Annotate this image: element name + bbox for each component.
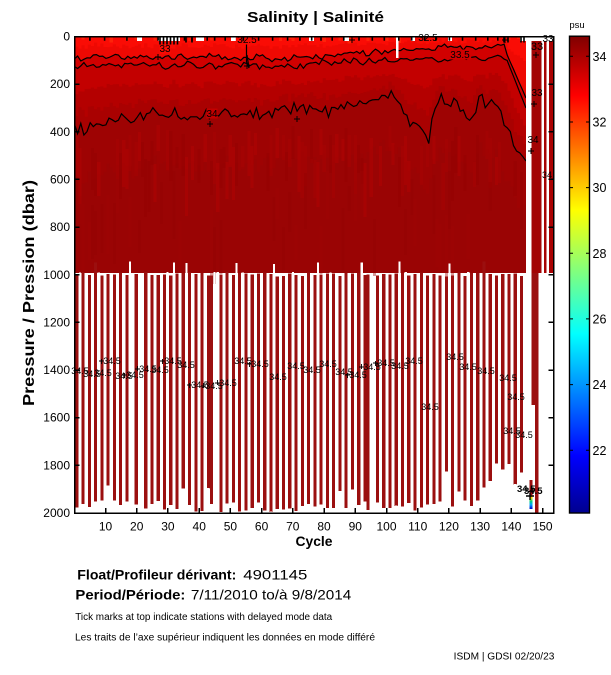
svg-text:80: 80 xyxy=(317,520,331,534)
svg-text:Float/Profileur dérivant:: Float/Profileur dérivant: xyxy=(77,567,236,583)
svg-text:33: 33 xyxy=(531,88,543,99)
svg-text:70: 70 xyxy=(286,520,300,534)
svg-text:1000: 1000 xyxy=(43,268,70,282)
svg-text:34.5: 34.5 xyxy=(477,366,495,376)
svg-text:34: 34 xyxy=(542,170,552,180)
svg-text:ISDM | GDSI 02/20/23: ISDM | GDSI 02/20/23 xyxy=(454,652,555,663)
svg-text:30: 30 xyxy=(593,181,607,195)
svg-text:0: 0 xyxy=(63,30,70,44)
svg-text:34.5: 34.5 xyxy=(251,359,269,369)
svg-text:34.5: 34.5 xyxy=(507,392,525,402)
svg-text:34.5: 34.5 xyxy=(234,356,252,366)
svg-text:34.5: 34.5 xyxy=(83,369,101,379)
svg-text:34.5: 34.5 xyxy=(303,365,321,375)
svg-text:10: 10 xyxy=(99,520,113,534)
svg-text:2000: 2000 xyxy=(43,506,70,520)
svg-text:33: 33 xyxy=(159,44,171,55)
svg-text:34.5: 34.5 xyxy=(503,426,521,436)
svg-text:psu: psu xyxy=(569,20,584,31)
svg-text:1400: 1400 xyxy=(43,363,70,377)
svg-text:34.5: 34.5 xyxy=(391,361,409,371)
svg-text:34.5: 34.5 xyxy=(139,364,157,374)
svg-text:34.5: 34.5 xyxy=(103,356,121,366)
svg-text:1600: 1600 xyxy=(43,411,70,425)
svg-text:34.5: 34.5 xyxy=(191,380,209,390)
svg-text:34.5: 34.5 xyxy=(515,430,533,440)
svg-text:34.5: 34.5 xyxy=(205,381,223,391)
svg-text:24: 24 xyxy=(593,378,607,392)
svg-text:120: 120 xyxy=(439,520,459,534)
svg-text:34.5: 34.5 xyxy=(151,365,169,375)
svg-text:33: 33 xyxy=(542,34,554,45)
svg-text:90: 90 xyxy=(349,520,363,534)
svg-text:34.5: 34.5 xyxy=(164,356,182,366)
svg-text:Cycle: Cycle xyxy=(296,534,333,549)
svg-text:32: 32 xyxy=(593,116,607,130)
svg-text:33: 33 xyxy=(531,41,543,53)
svg-text:7/11/2010 to/à 9/8/2014: 7/11/2010 to/à 9/8/2014 xyxy=(191,587,352,603)
svg-text:4901145: 4901145 xyxy=(243,567,307,583)
svg-text:40: 40 xyxy=(193,520,207,534)
svg-text:34.5: 34.5 xyxy=(177,360,195,370)
svg-text:Les traits de l’axe supérieur: Les traits de l’axe supérieur indiquent … xyxy=(75,633,375,644)
svg-text:28: 28 xyxy=(593,247,607,261)
svg-text:34.5: 34.5 xyxy=(517,484,536,495)
svg-text:Salinity | Salinité: Salinity | Salinité xyxy=(247,9,384,26)
svg-text:1800: 1800 xyxy=(43,458,70,472)
svg-text:110: 110 xyxy=(408,520,427,534)
svg-text:34: 34 xyxy=(527,135,539,146)
svg-text:34.5: 34.5 xyxy=(335,367,353,377)
svg-text:26: 26 xyxy=(593,312,607,326)
svg-text:400: 400 xyxy=(50,125,70,139)
svg-text:34.5: 34.5 xyxy=(524,486,543,497)
svg-text:200: 200 xyxy=(50,77,70,91)
svg-text:Tick marks at top indicate sta: Tick marks at top indicate stations with… xyxy=(75,612,332,623)
svg-text:34.5: 34.5 xyxy=(421,402,439,412)
svg-text:34.5: 34.5 xyxy=(405,356,423,366)
svg-text:34.5: 34.5 xyxy=(219,378,237,388)
svg-text:34.5: 34.5 xyxy=(94,368,112,378)
svg-text:Period/Période:: Period/Période: xyxy=(75,587,185,603)
svg-text:50: 50 xyxy=(224,520,238,534)
svg-text:22: 22 xyxy=(593,444,607,458)
svg-text:32.5: 32.5 xyxy=(237,35,257,46)
svg-text:130: 130 xyxy=(470,520,490,534)
svg-text:34.5: 34.5 xyxy=(499,373,517,383)
svg-text:34.5: 34.5 xyxy=(349,370,367,380)
svg-text:34.5: 34.5 xyxy=(446,352,464,362)
svg-text:140: 140 xyxy=(501,520,521,534)
svg-text:150: 150 xyxy=(533,520,553,534)
svg-text:34: 34 xyxy=(593,50,607,64)
svg-text:34.5: 34.5 xyxy=(115,371,133,381)
svg-text:1200: 1200 xyxy=(43,315,70,329)
svg-text:34.5: 34.5 xyxy=(126,370,144,380)
svg-text:34.5: 34.5 xyxy=(459,362,477,372)
svg-text:32.5: 32.5 xyxy=(418,33,438,44)
svg-text:30: 30 xyxy=(161,520,175,534)
svg-text:34.5: 34.5 xyxy=(363,362,381,372)
svg-text:100: 100 xyxy=(376,520,396,534)
svg-text:34: 34 xyxy=(206,109,218,120)
svg-text:33.5: 33.5 xyxy=(450,50,470,61)
svg-text:34.5: 34.5 xyxy=(377,358,395,368)
svg-text:34.5: 34.5 xyxy=(319,359,337,369)
svg-text:600: 600 xyxy=(50,172,70,186)
svg-text:20: 20 xyxy=(130,520,144,534)
svg-text:Pressure / Pression (dbar): Pressure / Pression (dbar) xyxy=(21,180,38,406)
svg-text:800: 800 xyxy=(50,220,70,234)
svg-text:60: 60 xyxy=(255,520,269,534)
svg-text:34.5: 34.5 xyxy=(287,361,305,371)
svg-text:34.5: 34.5 xyxy=(71,366,89,376)
svg-text:34.5: 34.5 xyxy=(269,372,287,382)
